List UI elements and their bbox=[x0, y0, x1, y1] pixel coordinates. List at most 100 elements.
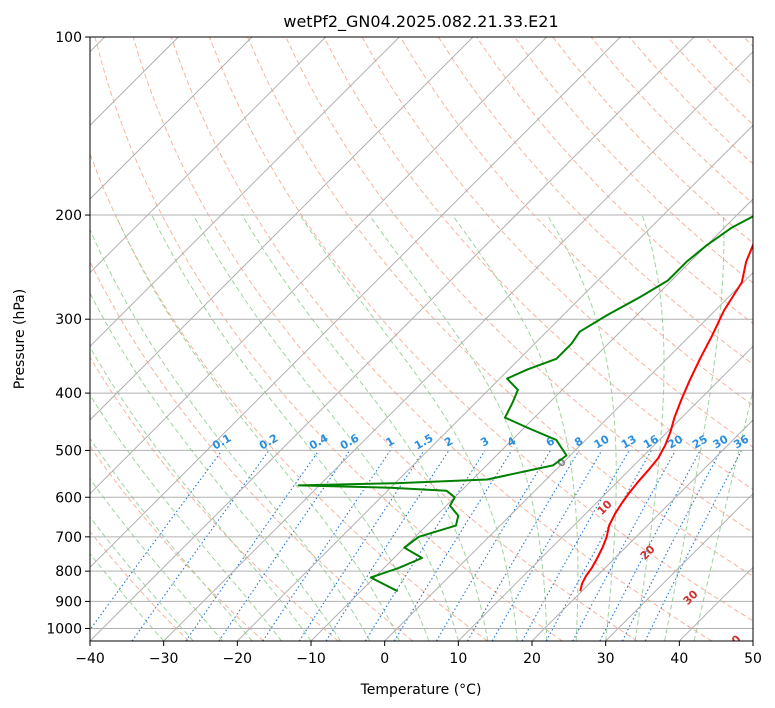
x-tick-label: 40 bbox=[670, 651, 688, 667]
mixing-ratio-line bbox=[644, 450, 742, 641]
moist-adiabat-line bbox=[368, 214, 548, 641]
isotherm-line bbox=[678, 566, 753, 641]
mixing-ratio-label: 25 bbox=[690, 433, 710, 452]
x-axis-label: Temperature (°C) bbox=[360, 682, 482, 698]
mixing-ratio-line bbox=[262, 450, 391, 641]
dry-adiabat-line bbox=[590, 37, 753, 205]
mixing-ratio-line bbox=[521, 450, 630, 641]
moist-adiabat-line bbox=[451, 214, 579, 641]
mixing-ratio-line bbox=[90, 450, 223, 631]
moist-adiabat-line bbox=[693, 388, 753, 641]
x-tick-label: −40 bbox=[75, 651, 105, 667]
mixing-ratio-line bbox=[218, 450, 351, 641]
dry-adiabat-line bbox=[170, 37, 712, 641]
dry-adiabat-line bbox=[132, 37, 638, 641]
y-tick-label: 900 bbox=[55, 594, 82, 610]
mixing-ratio-label: 1 bbox=[384, 434, 397, 449]
mixing-ratio-line bbox=[185, 450, 320, 641]
chart-title: wetPf2_GN04.2025.082.21.33.E21 bbox=[283, 12, 558, 32]
mixing-ratio-line bbox=[572, 450, 676, 641]
isotherm-line bbox=[90, 37, 400, 348]
y-tick-label: 500 bbox=[55, 443, 82, 459]
dry-adiabat-line bbox=[247, 37, 753, 577]
isotherm-line bbox=[90, 37, 327, 274]
isotherm-line bbox=[752, 640, 753, 641]
moist-adiabat-line bbox=[90, 228, 371, 641]
y-tick-label: 800 bbox=[55, 564, 82, 580]
dry-adiabat-line bbox=[209, 37, 753, 622]
mixing-ratio-label: 10 bbox=[592, 432, 612, 451]
moist-adiabat-label: 10 bbox=[595, 497, 615, 517]
mixing-ratio-label: 13 bbox=[619, 433, 639, 452]
profile-series bbox=[297, 215, 753, 593]
mixing-ratio-label: 1.5 bbox=[412, 431, 435, 452]
mixing-ratio-label: 0.6 bbox=[338, 431, 362, 452]
moist-adiabat-line bbox=[90, 394, 282, 641]
mixing-ratio-label: 2 bbox=[442, 434, 455, 449]
dry-adiabat-line bbox=[667, 37, 753, 126]
moist-adiabat-line bbox=[664, 214, 725, 641]
x-tick-label: 30 bbox=[597, 651, 615, 667]
moist-adiabat-line bbox=[90, 516, 194, 641]
mixing-ratio-line bbox=[621, 450, 722, 641]
x-tick-label: −20 bbox=[223, 651, 253, 667]
dry-adiabat-line bbox=[552, 37, 753, 244]
x-tick-label: 50 bbox=[744, 651, 762, 667]
isotherm-line bbox=[236, 124, 753, 641]
dry-adiabat-line bbox=[705, 37, 753, 87]
moist-adiabat-line bbox=[299, 214, 518, 641]
pressure-gridlines bbox=[90, 37, 753, 629]
x-tick-label: 20 bbox=[523, 651, 541, 667]
mixing-ratio-label: 4 bbox=[505, 434, 518, 449]
dry-adiabat-line bbox=[514, 37, 753, 284]
dry-adiabat-line bbox=[90, 445, 264, 641]
isotherm-line bbox=[531, 419, 753, 641]
isotherm-lines bbox=[90, 37, 753, 641]
isotherm-line bbox=[605, 492, 753, 641]
y-axis-ticks: 100 200 300 400 500 600 700 800 900 1000 bbox=[46, 30, 90, 637]
moist-adiabat-line bbox=[90, 478, 223, 641]
isotherm-line bbox=[90, 37, 548, 495]
x-tick-label: 0 bbox=[380, 651, 389, 667]
moist-adiabat-line bbox=[90, 552, 165, 641]
dry-adiabat-line bbox=[94, 37, 563, 641]
y-tick-label: 200 bbox=[55, 208, 82, 224]
mixing-ratio-label: 36 bbox=[731, 432, 751, 451]
moist-adiabat-line bbox=[90, 346, 312, 641]
mixing-ratio-line bbox=[298, 450, 425, 641]
y-tick-label: 600 bbox=[55, 490, 82, 506]
dry-adiabat-line bbox=[399, 37, 753, 407]
y-tick-label: 100 bbox=[55, 30, 82, 46]
x-axis-ticks: −40 −30 −20 −10 0 10 20 30 40 50 bbox=[75, 641, 762, 667]
moist-adiabat-line bbox=[546, 214, 617, 641]
dry-adiabat-line bbox=[743, 37, 753, 48]
y-tick-label: 400 bbox=[55, 386, 82, 402]
isotherm-line bbox=[90, 37, 621, 569]
dry-adiabat-line bbox=[90, 260, 414, 641]
moist-adiabat-line bbox=[90, 437, 253, 641]
mixing-ratio-label: 0.4 bbox=[307, 431, 331, 452]
moist-adiabat-line bbox=[151, 214, 430, 641]
mixing-ratio-line bbox=[393, 450, 513, 641]
moist-adiabat-line bbox=[115, 214, 400, 641]
dry-adiabat-line bbox=[90, 356, 339, 641]
x-tick-label: −10 bbox=[296, 651, 326, 667]
moist-adiabat-line bbox=[634, 214, 665, 641]
mixing-ratio-line bbox=[325, 450, 450, 641]
moist-adiabat-label: 20 bbox=[638, 542, 658, 562]
isotherm-line bbox=[310, 198, 753, 641]
dry-adiabat-line bbox=[90, 530, 190, 641]
background-lines bbox=[90, 37, 753, 641]
temperature-profile-line bbox=[579, 242, 753, 592]
mixing-ratio-line bbox=[545, 450, 652, 641]
isotherm-line bbox=[90, 37, 253, 200]
mixing-ratio-label: 30 bbox=[711, 432, 731, 451]
y-tick-label: 1000 bbox=[46, 621, 82, 637]
dry-adiabat-line bbox=[90, 152, 488, 641]
isotherm-line bbox=[163, 50, 753, 641]
dry-adiabat-line bbox=[476, 37, 753, 325]
moist-adiabat-line bbox=[90, 291, 341, 641]
plot-frame bbox=[89, 36, 754, 642]
mixing-ratio-label: 16 bbox=[641, 432, 661, 451]
